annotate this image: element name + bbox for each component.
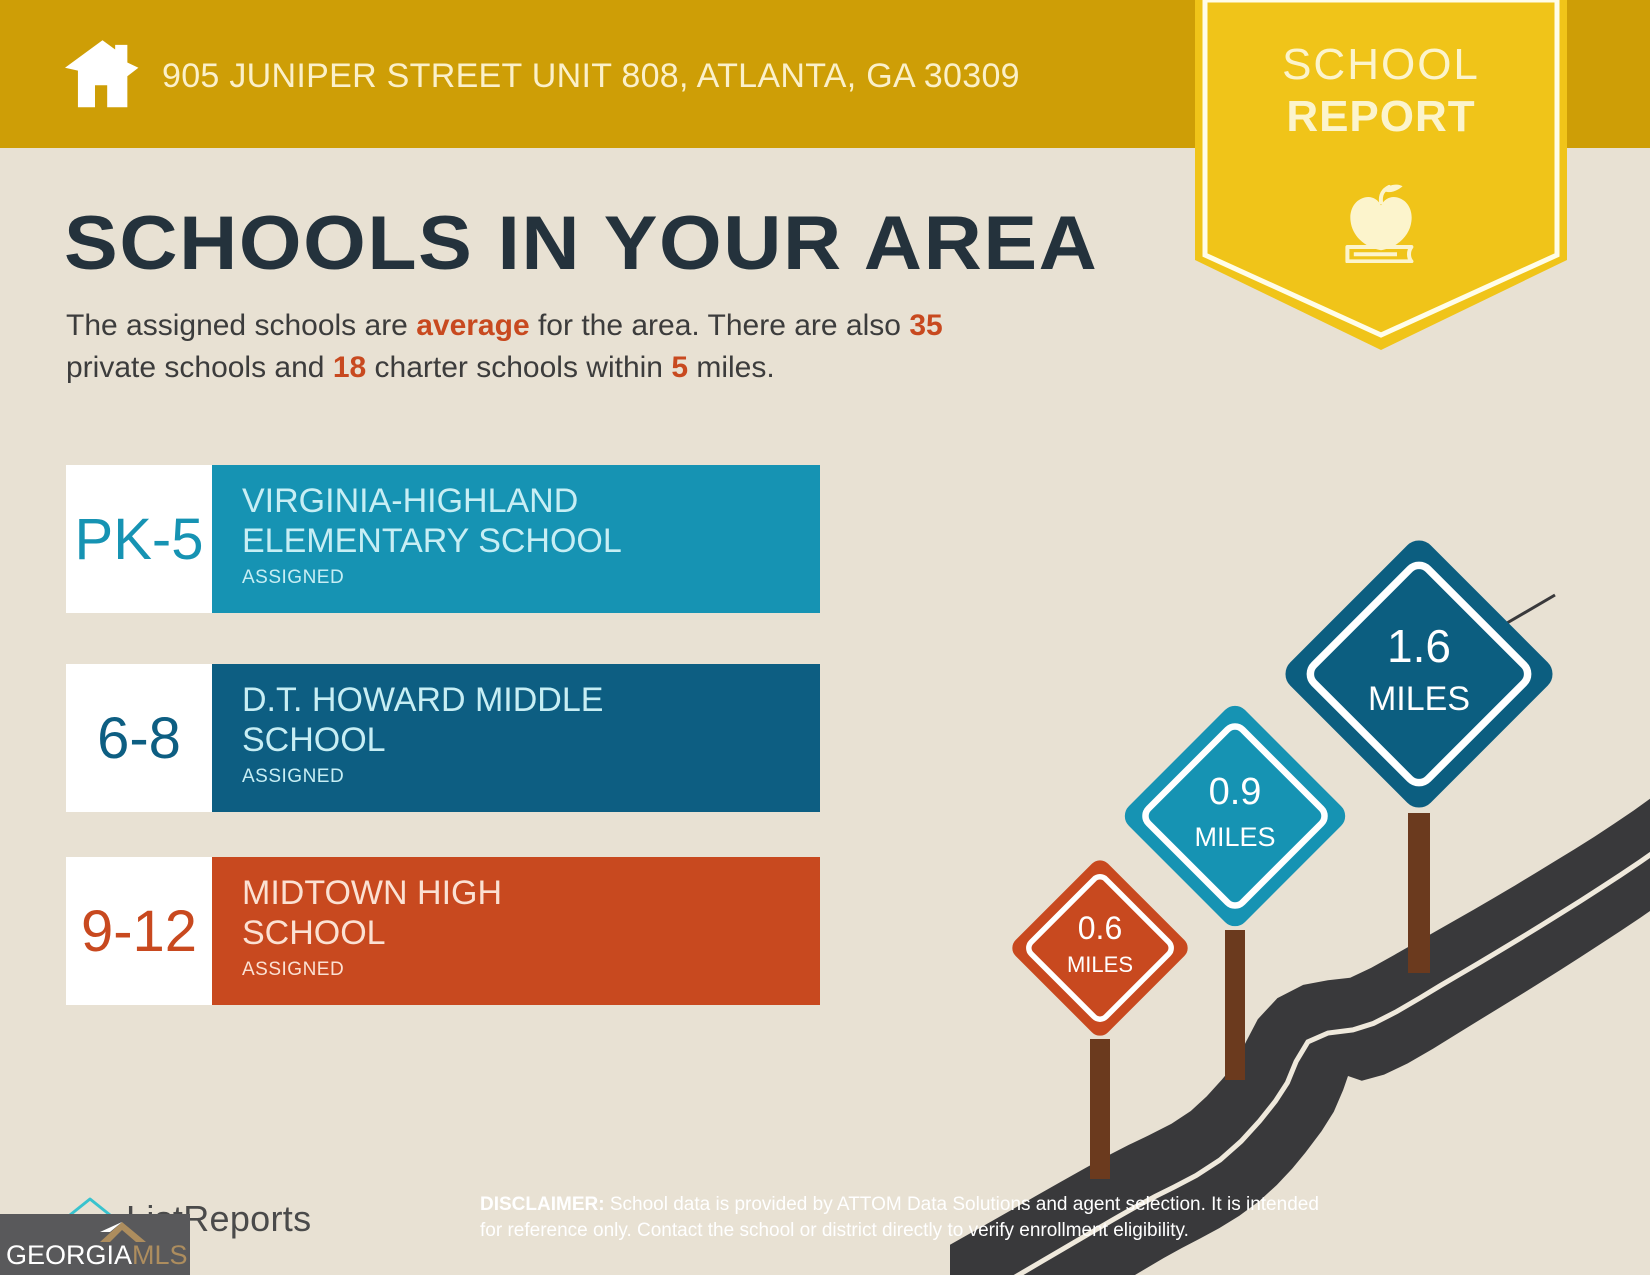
svg-text:MILES: MILES xyxy=(1368,680,1470,718)
svg-text:1.6: 1.6 xyxy=(1387,620,1451,672)
svg-text:GEORGIAMLS: GEORGIAMLS xyxy=(6,1240,188,1270)
svg-text:MILES: MILES xyxy=(1194,822,1275,852)
svg-text:0.9: 0.9 xyxy=(1209,771,1262,813)
svg-text:MILES: MILES xyxy=(1067,952,1133,977)
svg-text:0.6: 0.6 xyxy=(1078,910,1122,946)
